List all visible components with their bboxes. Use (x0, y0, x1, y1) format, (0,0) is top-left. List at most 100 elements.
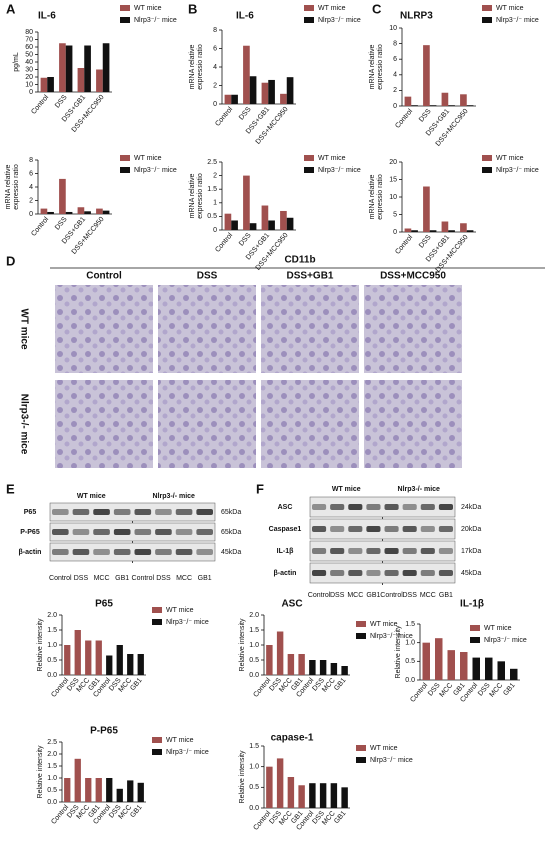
bar (47, 211, 54, 214)
bar (261, 205, 269, 230)
y-tick-label: 2.0 (249, 612, 259, 619)
blot-band (312, 504, 327, 510)
blot-band (330, 570, 345, 576)
y-tick-label: 1.0 (405, 640, 415, 647)
bar (64, 645, 71, 675)
bar (510, 668, 518, 680)
legend-swatch (152, 607, 162, 613)
bar (231, 94, 238, 104)
blot-band (52, 529, 69, 535)
bar (127, 780, 134, 802)
blot-band (420, 570, 435, 576)
blot-band (312, 570, 327, 576)
legend-swatch (304, 17, 314, 23)
bar (40, 208, 48, 214)
y-tick-label: 1.0 (249, 642, 259, 649)
bar (298, 785, 305, 808)
blot-band (348, 570, 363, 576)
y-tick-label: 5 (393, 211, 397, 218)
lane-label: GB1 (439, 592, 453, 599)
protein-label: P-P65 (20, 529, 40, 536)
blot-band (155, 549, 172, 555)
blot-band (134, 529, 152, 535)
y-tick-label: 0.0 (47, 799, 57, 806)
panel-label: D (6, 253, 15, 268)
y-tick-label: 70 (25, 36, 33, 43)
bar (102, 43, 110, 92)
y-axis-label: mRNA relative (369, 45, 376, 90)
bar (276, 631, 284, 675)
legend-label: Nlrp3⁻/⁻ mice (318, 17, 361, 24)
legend-label: Nlrp3⁻/⁻ mice (166, 619, 209, 626)
panel-label: B (188, 1, 197, 16)
lane-label: DSS (402, 592, 417, 599)
blot-band (384, 504, 399, 510)
column-label: DSS+GB1 (287, 271, 334, 282)
lane-label: GB1 (115, 575, 129, 582)
bar (137, 782, 144, 802)
y-tick-label: 2 (213, 82, 217, 89)
bar (77, 207, 85, 214)
y-axis-label: Relative intensity (239, 750, 246, 803)
size-label: 17kDa (461, 548, 481, 555)
bar (423, 186, 430, 232)
micrograph (55, 380, 153, 468)
blot-band (330, 526, 345, 532)
legend-label: Nlrp3⁻/⁻ mice (370, 757, 413, 764)
chart-title: IL-6 (236, 11, 254, 22)
x-tick-label: MCC (439, 682, 455, 699)
y-axis-label: mRNA relative (5, 165, 12, 210)
legend-label: WT mice (370, 621, 398, 628)
bar (47, 77, 54, 92)
y-tick-label: 1.5 (47, 763, 57, 770)
legend-label: WT mice (496, 155, 524, 162)
y-tick-label: 0.5 (249, 657, 259, 664)
legend-swatch (152, 619, 162, 625)
micrograph (158, 380, 256, 468)
y-tick-label: 20 (389, 159, 397, 166)
bar (266, 766, 273, 808)
legend-label: WT mice (166, 607, 194, 614)
y-tick-label: 0 (29, 211, 33, 218)
blot-band (196, 549, 213, 555)
y-axis-label: expressio ratio (197, 44, 204, 90)
blot-band (402, 570, 417, 576)
y-tick-label: 1.5 (249, 627, 259, 634)
blot-band (366, 504, 381, 510)
x-tick-label: Control (394, 108, 414, 130)
lane-label: MCC (176, 575, 192, 582)
y-tick-label: 10 (389, 194, 397, 201)
bar (441, 92, 449, 106)
bar (280, 210, 287, 230)
bar (319, 660, 327, 675)
bar (497, 661, 505, 680)
blot-frame (309, 518, 456, 540)
bar (309, 783, 316, 808)
x-tick-label: MCC (489, 682, 505, 699)
legend-swatch (120, 167, 130, 173)
x-tick-label: Control (30, 94, 50, 116)
x-tick-label: DSS (418, 108, 433, 124)
bar (261, 82, 269, 104)
chart-title: capase-1 (271, 733, 314, 744)
bar (411, 105, 418, 106)
blot-band (113, 509, 131, 515)
y-tick-label: 10 (389, 25, 397, 32)
x-tick-label: Control (214, 106, 234, 128)
bar (95, 640, 102, 675)
y-axis-label: Relative intensity (37, 618, 44, 671)
bar (404, 228, 412, 232)
y-tick-label: 0 (393, 229, 397, 236)
bar (341, 666, 348, 675)
size-label: 45kDa (221, 549, 241, 556)
legend-swatch (120, 155, 130, 161)
bar (276, 758, 284, 808)
lane-label: GB1 (198, 575, 212, 582)
y-tick-label: 6 (393, 56, 397, 63)
y-tick-label: 40 (25, 59, 33, 66)
y-tick-label: 1.0 (249, 764, 259, 771)
bar (116, 645, 123, 675)
legend-swatch (152, 749, 162, 755)
blot-band (438, 548, 453, 554)
